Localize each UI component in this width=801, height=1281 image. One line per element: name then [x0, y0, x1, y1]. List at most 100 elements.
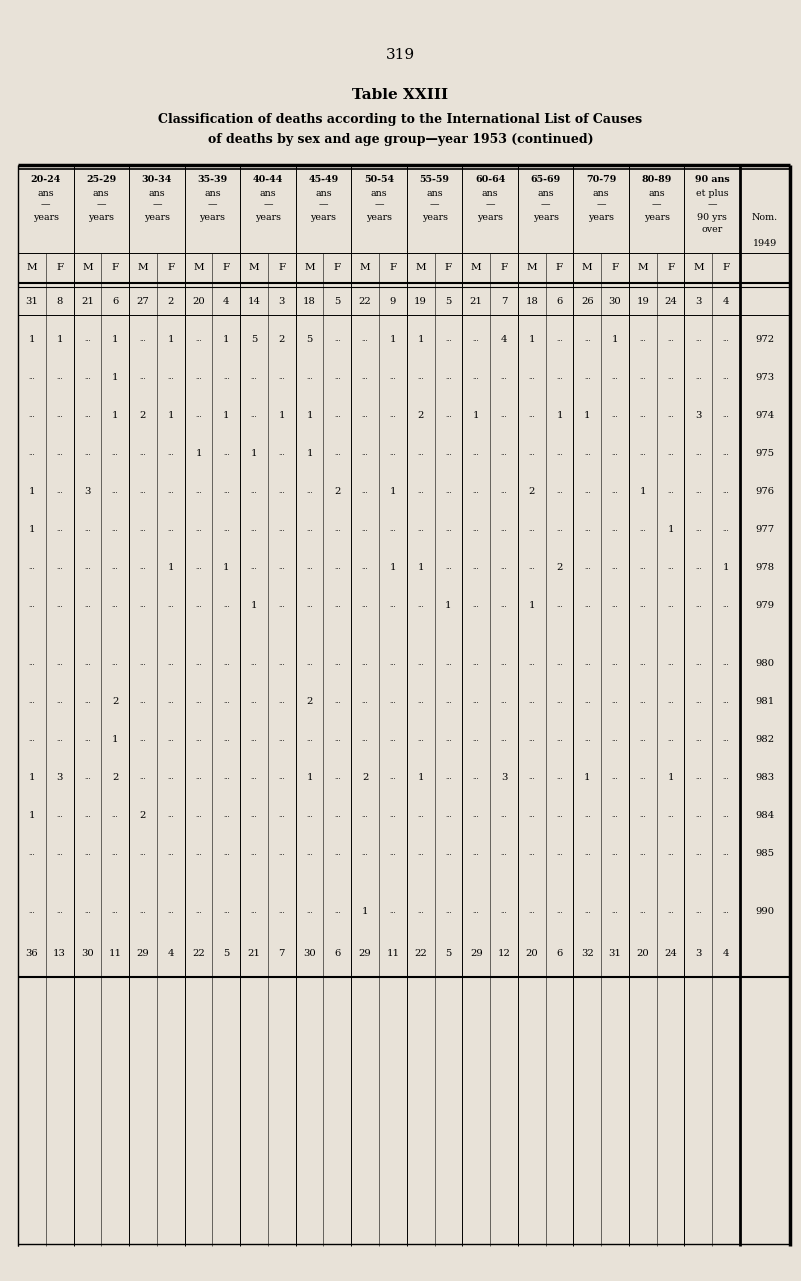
Text: ...: ... — [195, 811, 202, 819]
Text: ...: ... — [417, 373, 424, 380]
Text: 1: 1 — [223, 562, 230, 571]
Text: ...: ... — [501, 411, 507, 419]
Text: ...: ... — [445, 564, 452, 571]
Text: ...: ... — [389, 811, 396, 819]
Text: ...: ... — [501, 525, 507, 533]
Text: —: — — [541, 201, 550, 210]
Text: ...: ... — [556, 849, 563, 857]
Text: ...: ... — [84, 450, 91, 457]
Text: ...: ... — [612, 735, 618, 743]
Text: 1: 1 — [167, 562, 174, 571]
Text: ...: ... — [612, 564, 618, 571]
Text: ...: ... — [529, 907, 535, 915]
Text: 90 yrs: 90 yrs — [698, 213, 727, 222]
Text: ...: ... — [529, 373, 535, 380]
Text: ...: ... — [501, 564, 507, 571]
Text: 1: 1 — [417, 772, 424, 781]
Text: ...: ... — [473, 564, 480, 571]
Text: 30: 30 — [304, 949, 316, 958]
Text: ...: ... — [612, 450, 618, 457]
Text: ...: ... — [639, 849, 646, 857]
Text: ...: ... — [417, 697, 424, 705]
Text: ...: ... — [195, 735, 202, 743]
Text: ...: ... — [362, 336, 368, 343]
Text: ...: ... — [279, 373, 285, 380]
Text: ...: ... — [501, 735, 507, 743]
Text: ...: ... — [29, 601, 35, 608]
Text: 5: 5 — [307, 334, 312, 343]
Text: ...: ... — [167, 907, 174, 915]
Text: ...: ... — [723, 373, 730, 380]
Text: ...: ... — [389, 907, 396, 915]
Text: —: — — [430, 201, 439, 210]
Text: 1: 1 — [29, 334, 35, 343]
Text: 22: 22 — [414, 949, 427, 958]
Text: ...: ... — [84, 411, 91, 419]
Text: F: F — [389, 264, 396, 273]
Text: M: M — [304, 264, 315, 273]
Text: ...: ... — [139, 849, 147, 857]
Text: ...: ... — [667, 411, 674, 419]
Text: 2: 2 — [529, 487, 535, 496]
Text: ...: ... — [251, 373, 257, 380]
Text: over: over — [702, 224, 723, 233]
Text: ...: ... — [556, 525, 563, 533]
Text: years: years — [144, 213, 170, 222]
Text: ...: ... — [306, 525, 313, 533]
Text: of deaths by sex and age group—year 1953 (continued): of deaths by sex and age group—year 1953… — [207, 133, 594, 146]
Text: ...: ... — [29, 658, 35, 667]
Text: ...: ... — [389, 525, 396, 533]
Text: ...: ... — [84, 811, 91, 819]
Text: ...: ... — [84, 601, 91, 608]
Text: ...: ... — [139, 564, 147, 571]
Text: 18: 18 — [525, 297, 538, 306]
Text: 1: 1 — [195, 448, 202, 457]
Text: years: years — [88, 213, 115, 222]
Text: —: — — [485, 201, 495, 210]
Text: ...: ... — [667, 564, 674, 571]
Text: ...: ... — [306, 658, 313, 667]
Text: M: M — [26, 264, 37, 273]
Text: ...: ... — [223, 849, 230, 857]
Text: ...: ... — [417, 811, 424, 819]
Text: M: M — [83, 264, 93, 273]
Text: 990: 990 — [755, 907, 775, 916]
Text: ...: ... — [223, 601, 230, 608]
Text: 2: 2 — [557, 562, 562, 571]
Text: ...: ... — [56, 735, 63, 743]
Text: ...: ... — [445, 658, 452, 667]
Text: ...: ... — [473, 849, 480, 857]
Text: ...: ... — [29, 849, 35, 857]
Text: ...: ... — [667, 601, 674, 608]
Text: ...: ... — [362, 525, 368, 533]
Text: ...: ... — [556, 658, 563, 667]
Text: ...: ... — [584, 658, 590, 667]
Text: ...: ... — [639, 564, 646, 571]
Text: ...: ... — [584, 564, 590, 571]
Text: ans: ans — [148, 188, 165, 197]
Text: ans: ans — [93, 188, 110, 197]
Text: ...: ... — [167, 601, 174, 608]
Text: 1: 1 — [612, 334, 618, 343]
Text: ...: ... — [29, 697, 35, 705]
Text: ...: ... — [445, 772, 452, 781]
Text: ...: ... — [362, 811, 368, 819]
Text: ...: ... — [584, 336, 590, 343]
Text: ...: ... — [223, 487, 230, 494]
Text: 24: 24 — [664, 297, 677, 306]
Text: ...: ... — [723, 658, 730, 667]
Text: ...: ... — [195, 525, 202, 533]
Text: ...: ... — [139, 735, 147, 743]
Text: ...: ... — [556, 487, 563, 494]
Text: ...: ... — [362, 411, 368, 419]
Text: 1: 1 — [445, 601, 452, 610]
Text: 1: 1 — [223, 334, 230, 343]
Text: ...: ... — [389, 849, 396, 857]
Text: ...: ... — [56, 849, 63, 857]
Text: 1: 1 — [389, 562, 396, 571]
Text: ...: ... — [695, 373, 702, 380]
Text: M: M — [193, 264, 203, 273]
Text: 1: 1 — [167, 410, 174, 419]
Text: ...: ... — [362, 601, 368, 608]
Text: 3: 3 — [695, 297, 702, 306]
